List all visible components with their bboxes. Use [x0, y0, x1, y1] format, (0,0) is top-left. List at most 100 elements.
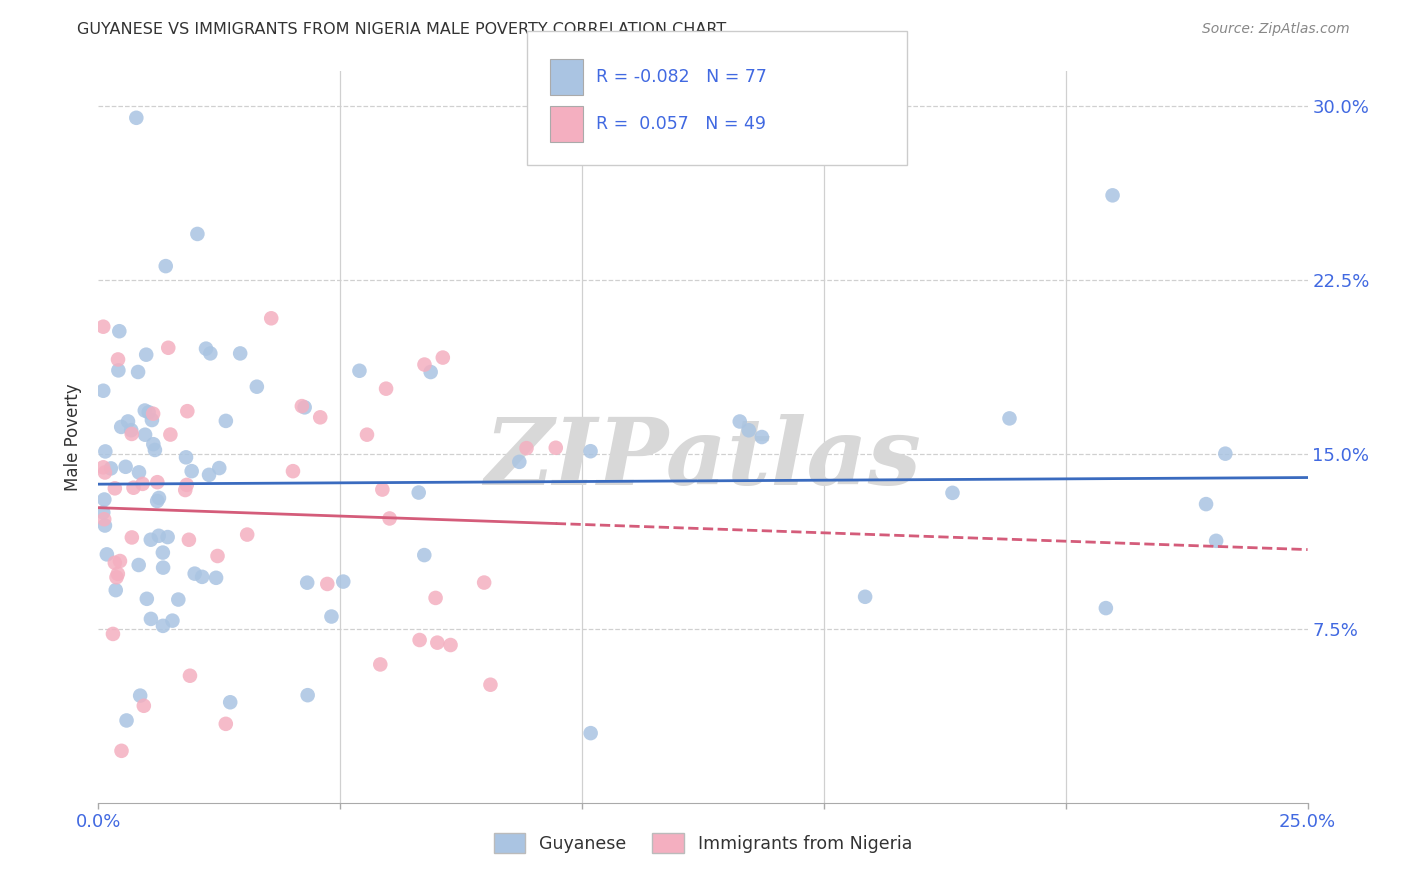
- Point: [125, 111, 148, 125]
- Point: [508, 455, 530, 469]
- Point: [215, 414, 238, 428]
- Point: [177, 533, 200, 547]
- Point: [138, 405, 160, 419]
- Point: [152, 560, 174, 574]
- Point: [152, 619, 174, 633]
- Point: [139, 612, 162, 626]
- Point: [176, 478, 198, 492]
- Point: [152, 545, 174, 559]
- Point: [426, 635, 449, 649]
- Point: [297, 575, 319, 590]
- Point: [128, 558, 150, 572]
- Point: [179, 669, 201, 683]
- Point: [121, 426, 143, 441]
- Point: [156, 530, 179, 544]
- Point: [108, 324, 131, 338]
- Point: [134, 427, 156, 442]
- Point: [378, 511, 401, 525]
- Point: [129, 689, 152, 703]
- Point: [1205, 533, 1227, 548]
- Point: [121, 531, 143, 545]
- Point: [200, 346, 222, 360]
- Point: [96, 547, 118, 561]
- Point: [93, 492, 115, 507]
- Point: [371, 483, 394, 497]
- Point: [941, 486, 963, 500]
- Point: [143, 442, 166, 457]
- Point: [157, 341, 180, 355]
- Point: [148, 529, 170, 543]
- Point: [183, 566, 205, 581]
- Point: [132, 698, 155, 713]
- Point: [120, 423, 142, 437]
- Point: [104, 481, 127, 495]
- Point: [368, 657, 391, 672]
- Point: [117, 414, 139, 428]
- Point: [439, 638, 461, 652]
- Point: [291, 399, 314, 413]
- Point: [544, 441, 567, 455]
- Point: [104, 583, 127, 598]
- Y-axis label: Male Poverty: Male Poverty: [65, 384, 83, 491]
- Point: [1215, 447, 1237, 461]
- Text: GUYANESE VS IMMIGRANTS FROM NIGERIA MALE POVERTY CORRELATION CHART: GUYANESE VS IMMIGRANTS FROM NIGERIA MALE…: [77, 22, 727, 37]
- Point: [1101, 188, 1123, 202]
- Point: [294, 401, 316, 415]
- Point: [176, 404, 198, 418]
- Point: [579, 444, 602, 458]
- Point: [101, 627, 124, 641]
- Point: [349, 364, 371, 378]
- Point: [135, 591, 157, 606]
- Point: [219, 695, 242, 709]
- Point: [472, 575, 495, 590]
- Point: [215, 716, 238, 731]
- Point: [100, 461, 122, 475]
- Point: [91, 506, 114, 520]
- Point: [751, 430, 773, 444]
- Point: [107, 566, 129, 581]
- Point: [425, 591, 447, 605]
- Point: [297, 688, 319, 702]
- Point: [162, 614, 184, 628]
- Point: [260, 311, 283, 326]
- Point: [229, 346, 252, 360]
- Point: [309, 410, 332, 425]
- Point: [142, 407, 165, 421]
- Point: [139, 533, 162, 547]
- Point: [738, 423, 761, 437]
- Point: [998, 411, 1021, 425]
- Point: [246, 380, 269, 394]
- Point: [316, 577, 339, 591]
- Point: [148, 491, 170, 505]
- Point: [479, 678, 502, 692]
- Point: [375, 382, 398, 396]
- Point: [94, 518, 117, 533]
- Point: [108, 554, 131, 568]
- Point: [579, 726, 602, 740]
- Point: [419, 365, 441, 379]
- Text: Source: ZipAtlas.com: Source: ZipAtlas.com: [1202, 22, 1350, 37]
- Legend: Guyanese, Immigrants from Nigeria: Guyanese, Immigrants from Nigeria: [486, 826, 920, 860]
- Text: R =  0.057   N = 49: R = 0.057 N = 49: [596, 115, 766, 133]
- Point: [159, 427, 181, 442]
- Point: [105, 570, 128, 584]
- Point: [1095, 601, 1118, 615]
- Point: [208, 461, 231, 475]
- Point: [408, 485, 430, 500]
- Point: [141, 413, 163, 427]
- Point: [135, 348, 157, 362]
- Point: [1195, 497, 1218, 511]
- Point: [236, 527, 259, 541]
- Point: [127, 365, 149, 379]
- Point: [146, 494, 169, 508]
- Text: ZIPatlas: ZIPatlas: [485, 414, 921, 504]
- Point: [104, 556, 127, 570]
- Point: [174, 450, 197, 465]
- Point: [107, 363, 129, 377]
- Point: [853, 590, 876, 604]
- Point: [195, 342, 218, 356]
- Point: [155, 259, 177, 273]
- Point: [142, 437, 165, 451]
- Point: [207, 549, 229, 563]
- Point: [332, 574, 354, 589]
